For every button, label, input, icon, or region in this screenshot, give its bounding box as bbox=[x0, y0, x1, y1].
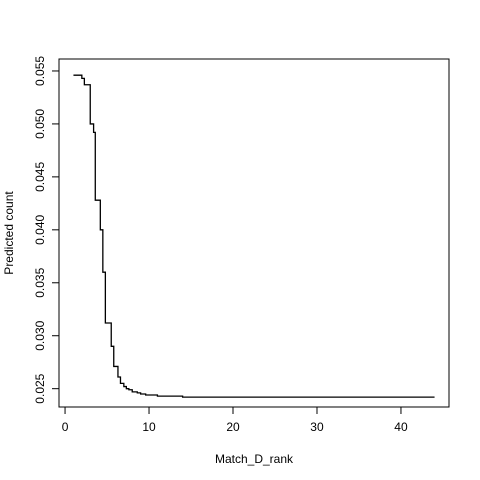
y-axis: 0.025 0.030 0.035 0.040 0.045 0.050 0.055 bbox=[33, 56, 60, 404]
y-tick-label: 0.030 bbox=[33, 320, 47, 350]
x-tick-label: 40 bbox=[394, 420, 408, 434]
series-line bbox=[73, 74, 435, 398]
y-tick-label: 0.040 bbox=[33, 214, 47, 244]
x-tick-label: 0 bbox=[62, 420, 69, 434]
x-tick-label: 20 bbox=[226, 420, 240, 434]
series-layer bbox=[73, 74, 435, 398]
x-tick-label: 10 bbox=[142, 420, 156, 434]
x-axis-label: Match_D_rank bbox=[215, 452, 294, 466]
x-tick-label: 30 bbox=[310, 420, 324, 434]
y-tick-label: 0.045 bbox=[33, 162, 47, 192]
y-axis-label: Predicted count bbox=[2, 191, 16, 275]
x-axis: 0 10 20 30 40 bbox=[62, 406, 408, 434]
y-tick-label: 0.025 bbox=[33, 373, 47, 403]
y-tick-label: 0.035 bbox=[33, 267, 47, 297]
y-tick-label: 0.050 bbox=[33, 109, 47, 139]
y-tick-label: 0.055 bbox=[33, 56, 47, 86]
plot-frame bbox=[58, 58, 450, 408]
